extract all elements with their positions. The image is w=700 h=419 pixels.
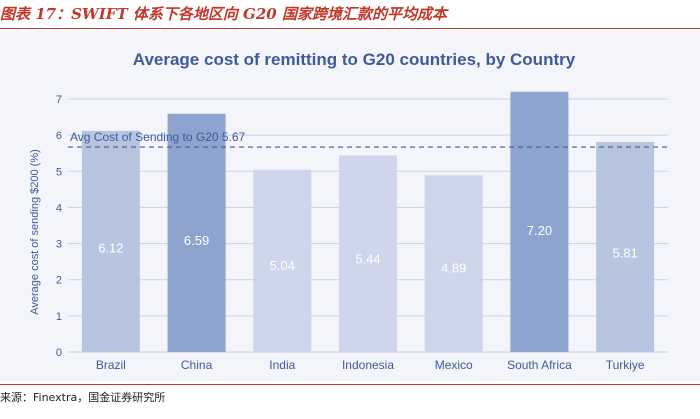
y-tick-label: 0 — [56, 347, 62, 359]
x-tick-label: Turkiye — [606, 358, 645, 372]
y-tick-label: 5 — [56, 166, 62, 178]
bar — [424, 175, 483, 352]
x-tick-labels: Brazil China India Indonesia Mexico South Afr… — [96, 358, 645, 372]
value-label: 6.59 — [184, 233, 209, 248]
value-label: 7.20 — [527, 223, 552, 238]
y-tick-labels: 0 1 2 3 4 5 6 7 — [56, 94, 62, 359]
figure-source: 来源：Finextra，国金证券研究所 — [0, 391, 166, 404]
value-labels: 6.12 6.59 5.04 5.44 4.89 7.20 5.81 — [98, 223, 638, 276]
x-tick-label: Brazil — [96, 358, 126, 372]
y-tick-label: 4 — [56, 202, 62, 214]
x-tick-label: South Africa — [507, 358, 572, 372]
bar — [81, 130, 140, 352]
figure-caption: 图表 17：SWIFT 体系下各地区向 G20 国家跨境汇款的平均成本 — [0, 5, 447, 23]
x-tick-label: India — [269, 358, 295, 372]
value-label: 4.89 — [441, 260, 466, 275]
value-label: 5.04 — [270, 258, 295, 273]
y-tick-label: 2 — [56, 275, 62, 287]
caption-divider — [0, 28, 700, 29]
bar — [167, 113, 226, 352]
y-tick-label: 1 — [56, 311, 62, 323]
y-tick-label: 6 — [56, 130, 62, 142]
x-tick-label: China — [181, 358, 213, 372]
average-cost-label: Avg Cost of Sending to G20 5.67 — [70, 130, 246, 144]
bar — [510, 91, 569, 353]
y-tick-label: 3 — [56, 239, 62, 251]
chart-title: Average cost of remitting to G20 countri… — [133, 50, 576, 69]
bar — [339, 155, 397, 352]
value-label: 5.44 — [355, 252, 380, 267]
y-tick-label: 7 — [56, 94, 62, 106]
bars — [81, 91, 655, 353]
bar — [596, 142, 655, 352]
x-tick-label: Mexico — [435, 358, 473, 372]
reference-line: Avg Cost of Sending to G20 5.67 — [68, 130, 668, 148]
x-tick-label: Indonesia — [342, 358, 394, 372]
y-axis-label: Average cost of sending $200 (%) — [29, 149, 41, 315]
bar — [253, 169, 312, 352]
source-divider — [0, 384, 700, 385]
value-label: 5.81 — [612, 246, 637, 261]
value-label: 6.12 — [98, 240, 123, 255]
